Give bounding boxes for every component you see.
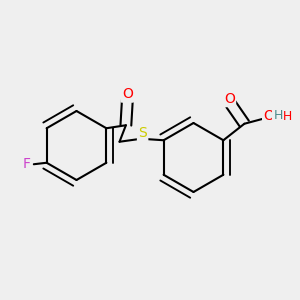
Text: O: O xyxy=(122,87,133,101)
Text: S: S xyxy=(138,126,147,140)
Text: O: O xyxy=(263,109,274,123)
Text: H: H xyxy=(274,109,283,122)
Text: OH: OH xyxy=(274,110,293,123)
Text: O: O xyxy=(224,92,235,106)
Text: F: F xyxy=(23,157,31,171)
